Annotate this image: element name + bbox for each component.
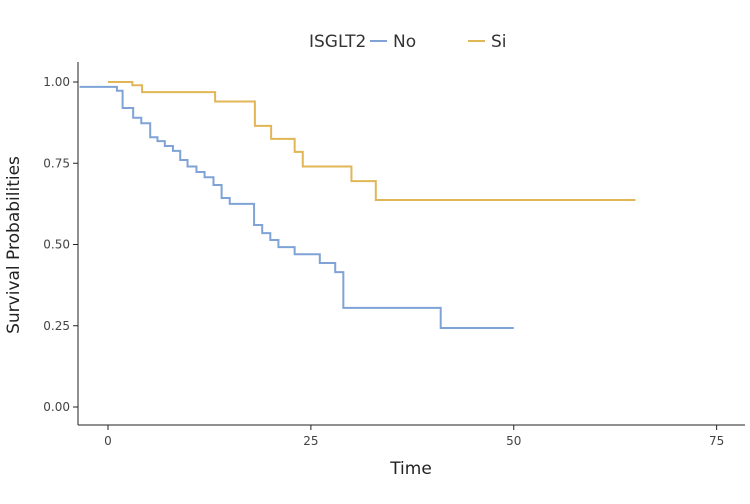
x-tick-label: 0 [104, 434, 112, 448]
x-axis-label: Time [389, 459, 432, 479]
y-tick-label: 1.00 [43, 75, 70, 89]
x-tick-label: 50 [506, 434, 521, 448]
legend-label-si: Si [491, 32, 507, 52]
legend-label-no: No [393, 32, 416, 52]
legend: ISGLT2 No Si [309, 32, 507, 52]
y-axis-label: Survival Probabilities [4, 156, 24, 334]
y-tick-label: 0.25 [43, 319, 70, 333]
x-tick-label: 25 [303, 434, 318, 448]
plot-area [79, 81, 636, 330]
survival-curve-si [108, 81, 636, 201]
survival-curve-no [79, 85, 514, 330]
y-tick-label: 0.00 [43, 400, 70, 414]
axes: 0 25 50 75 0.00 0.25 0.50 0.75 1.00 [43, 62, 745, 448]
legend-title: ISGLT2 [309, 32, 366, 52]
y-tick-label: 0.50 [43, 238, 70, 252]
y-tick-label: 0.75 [43, 156, 70, 170]
x-tick-label: 75 [709, 434, 724, 448]
